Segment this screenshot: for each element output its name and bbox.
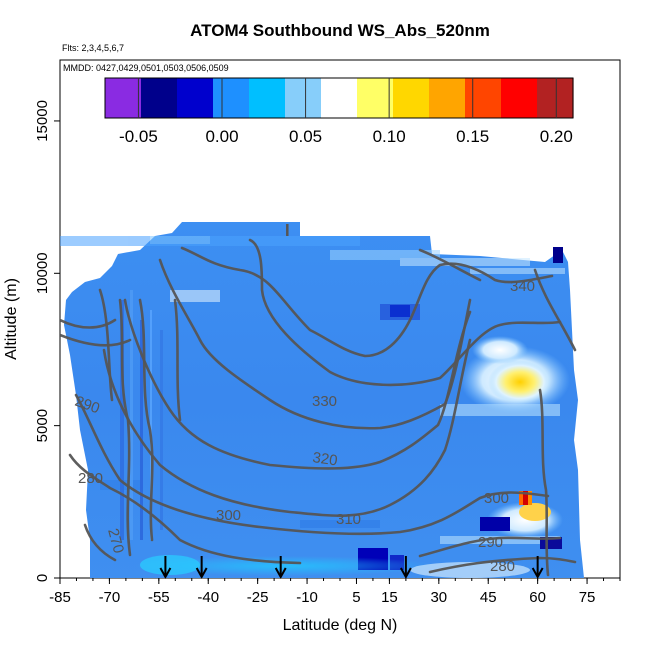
x-tick-label: -55 xyxy=(148,589,170,606)
colorbar-tick-label: 0.00 xyxy=(205,127,238,146)
y-tick-label: 10000 xyxy=(34,252,51,294)
flights-subtitle: Flts: 2,3,4,5,6,7 xyxy=(62,43,124,53)
contour-label-270: 270 xyxy=(104,527,127,556)
x-tick-label: 30 xyxy=(430,589,447,606)
chart-title: ATOM4 Southbound WS_Abs_520nm xyxy=(190,21,490,40)
x-axis: -85 -70 -55 -40 -25 -10 5 15 30 45 60 75 xyxy=(49,578,621,606)
contour-label-340: 340 xyxy=(510,278,535,295)
colorbar-swatch xyxy=(393,78,430,118)
contour-label-310: 310 xyxy=(336,511,361,528)
contour-label-300: 300 xyxy=(216,507,241,524)
colorbar-swatch xyxy=(141,78,178,118)
colorbar-swatch xyxy=(429,78,466,118)
x-tick-label: -70 xyxy=(99,589,121,606)
colorbar-frame xyxy=(104,77,574,119)
colorbar-swatch xyxy=(249,78,286,118)
y-axis-label: Altitude (m) xyxy=(3,278,20,360)
contour-label-290b: 290 xyxy=(478,534,503,551)
x-tick-label: -40 xyxy=(197,589,219,606)
colorbar-swatch xyxy=(321,78,358,118)
colorbar-swatch xyxy=(213,78,250,118)
contour-label-280: 280 xyxy=(78,470,103,487)
contour-label-300b: 300 xyxy=(484,490,509,507)
colorbar: -0.05 0.00 0.05 0.10 0.15 0.20 xyxy=(104,77,574,146)
contour-label-280b: 280 xyxy=(490,558,515,575)
colorbar-swatch xyxy=(501,78,538,118)
y-tick-label: 0 xyxy=(34,574,51,582)
contour-label-320: 320 xyxy=(311,449,338,469)
colorbar-tick-label: 0.05 xyxy=(289,127,322,146)
colorbar-swatch xyxy=(177,78,214,118)
profile-arrowhead xyxy=(159,567,172,580)
contour-label-330: 330 xyxy=(312,393,337,410)
colorbar-ticks: -0.05 0.00 0.05 0.10 0.15 0.20 xyxy=(119,78,573,146)
dates-subtitle: MMDD: 0427,0429,0501,0503,0506,0509 xyxy=(63,63,229,73)
y-axis: 0 5000 10000 15000 xyxy=(34,100,60,582)
colorbar-tick-label: 0.10 xyxy=(373,127,406,146)
contour-labels: 340 330 320 310 300 300 290 290 280 280 … xyxy=(73,278,535,575)
colorbar-swatch xyxy=(537,78,574,118)
x-tick-label: -10 xyxy=(296,589,318,606)
x-tick-label: 45 xyxy=(480,589,497,606)
x-axis-label: Latitude (deg N) xyxy=(283,617,398,634)
profile-arrowhead xyxy=(274,567,287,580)
y-tick-label: 15000 xyxy=(34,100,51,142)
colorbar-tick-label: 0.15 xyxy=(456,127,489,146)
colorbar-swatch xyxy=(285,78,322,118)
profile-arrowhead xyxy=(531,567,544,580)
colorbar-swatches xyxy=(105,78,574,118)
colorbar-swatch xyxy=(105,78,142,118)
contour-lines xyxy=(60,238,577,577)
x-tick-label: 75 xyxy=(579,589,596,606)
heatmap-field xyxy=(60,222,584,578)
profile-arrowhead xyxy=(400,567,412,580)
x-tick-label: -85 xyxy=(49,589,71,606)
x-tick-label: 5 xyxy=(352,589,360,606)
colorbar-tick-label: 0.20 xyxy=(540,127,573,146)
colorbar-swatch xyxy=(357,78,394,118)
x-tick-label: 60 xyxy=(529,589,546,606)
colorbar-tick-label: -0.05 xyxy=(119,127,158,146)
colorbar-swatch xyxy=(465,78,502,118)
x-tick-label: -25 xyxy=(247,589,269,606)
profile-arrowhead xyxy=(195,567,208,580)
y-tick-label: 5000 xyxy=(34,409,51,442)
x-tick-label: 15 xyxy=(381,589,398,606)
profile-markers xyxy=(159,224,544,580)
